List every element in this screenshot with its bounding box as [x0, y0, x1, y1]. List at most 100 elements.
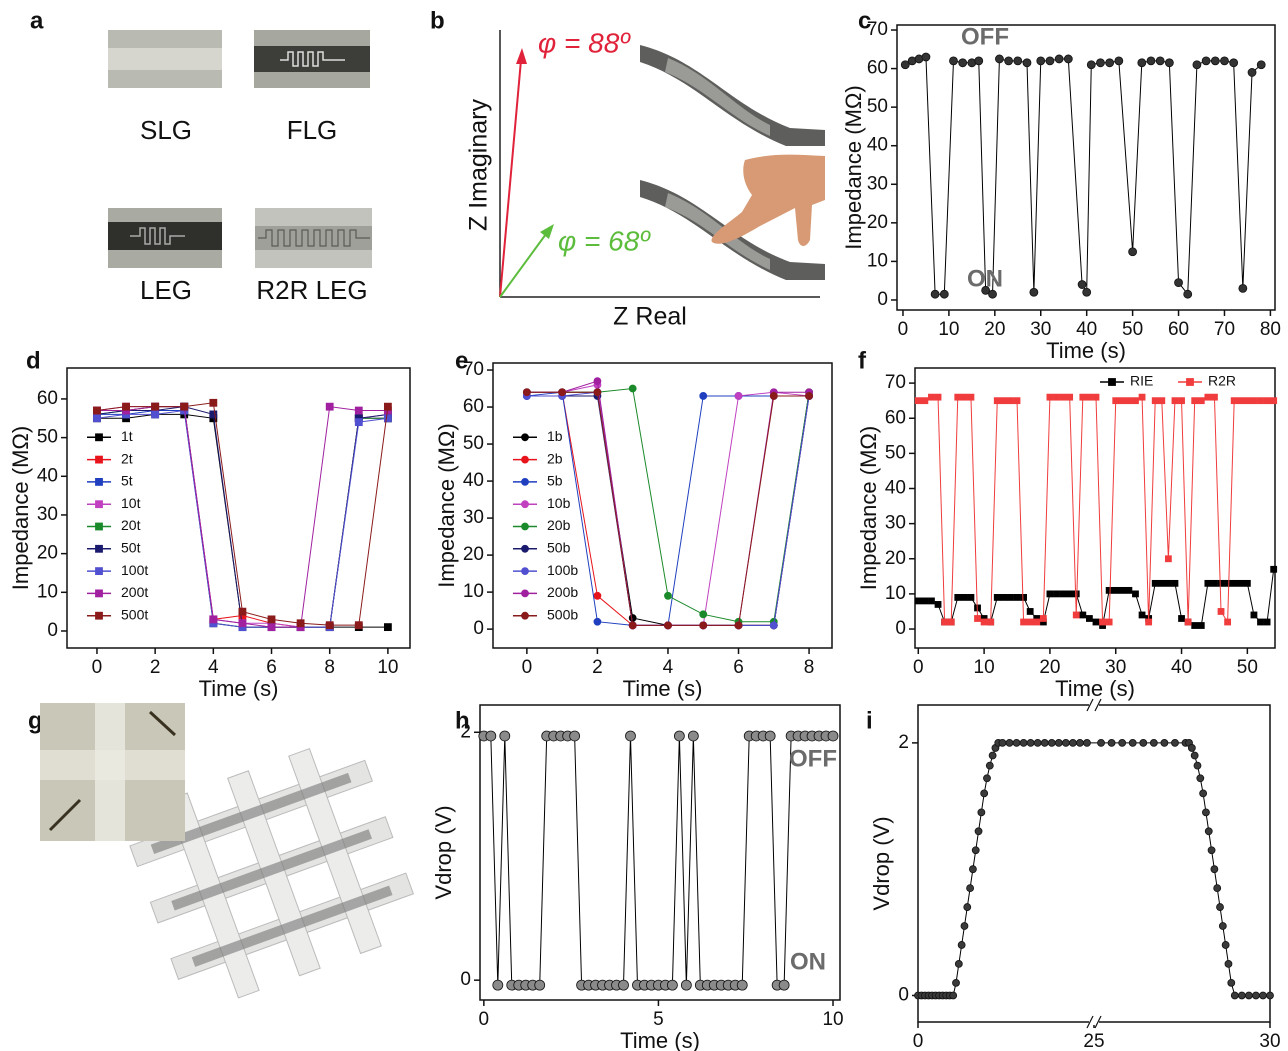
- data-point: [383, 414, 392, 423]
- data-point: [966, 884, 974, 893]
- data-point: [1145, 618, 1153, 626]
- data-point: [534, 979, 546, 991]
- y-axis-title: Impedance (MΩ): [856, 426, 881, 590]
- caption: LEG: [140, 275, 192, 305]
- x-tick-label: 6: [733, 657, 744, 678]
- data-point: [1118, 738, 1127, 747]
- data-point: [1183, 289, 1193, 299]
- legend-marker: [521, 500, 529, 509]
- data-point: [1250, 397, 1258, 405]
- data-point: [1068, 738, 1077, 747]
- data-point: [1112, 397, 1120, 405]
- y-tick-label: 0: [877, 289, 888, 310]
- x-tick-label: 60: [1168, 319, 1189, 340]
- data-point: [974, 56, 984, 66]
- data-point: [1211, 579, 1218, 587]
- axis-title: Z Real: [613, 303, 687, 331]
- legend-marker: [95, 455, 103, 464]
- graphene: [191, 885, 393, 967]
- legend-marker: [521, 433, 529, 442]
- data-point: [628, 384, 637, 393]
- data-point: [1000, 594, 1008, 601]
- pattern: [280, 51, 345, 67]
- x-axis-title: Time (ms): [1045, 1050, 1143, 1051]
- y-tick-label: 30: [463, 507, 484, 528]
- y-tick-label: 50: [37, 427, 58, 448]
- y-tick-label: 50: [463, 433, 484, 454]
- data-point: [949, 56, 958, 66]
- data-point: [1022, 58, 1032, 68]
- data-point: [1204, 827, 1213, 836]
- data-point: [1191, 622, 1199, 629]
- data-point: [1197, 622, 1205, 629]
- data-point: [267, 615, 276, 624]
- data-point: [1054, 738, 1063, 747]
- y-tick-label: 30: [867, 173, 888, 194]
- data-point: [1105, 58, 1115, 68]
- data-point: [1007, 594, 1014, 601]
- data-point: [1224, 960, 1233, 968]
- data-point: [1256, 60, 1266, 70]
- device-mesh: [665, 193, 770, 270]
- data-point: [1216, 903, 1224, 911]
- x-tick-label: 80: [1260, 319, 1281, 340]
- data-point: [1132, 590, 1139, 598]
- photo-strip: [254, 46, 370, 72]
- x-tick-label: 50: [1237, 657, 1258, 678]
- data-point: [1192, 60, 1202, 70]
- data-point: [1029, 287, 1039, 297]
- data-point: [522, 388, 531, 397]
- chart: 0 2 4 6 8 10 0 10 20 30 40 50 60 Time (s) Impedance (M…: [8, 367, 411, 701]
- data-point: [921, 597, 929, 605]
- legend-marker: [95, 567, 103, 575]
- graphene: [150, 772, 352, 855]
- data-point: [1036, 56, 1046, 66]
- data-point: [383, 623, 392, 632]
- data-point: [1197, 397, 1205, 405]
- data-point: [941, 618, 949, 626]
- data-point: [957, 941, 966, 949]
- data-point: [900, 60, 910, 70]
- caption: SLG: [140, 115, 192, 145]
- x-axis-title: Time (s): [1055, 676, 1135, 701]
- data-point: [1160, 738, 1169, 747]
- data-point: [1263, 397, 1271, 405]
- data-point: [1178, 397, 1185, 405]
- data-point: [949, 991, 958, 1000]
- data-point: [1086, 615, 1093, 622]
- data-point: [1259, 991, 1267, 1000]
- annotation: ON: [790, 948, 826, 975]
- data-point: [1174, 278, 1183, 288]
- data-point: [492, 979, 504, 991]
- y-tick-label: 70: [885, 372, 906, 393]
- data-point: [664, 621, 672, 630]
- data-point: [325, 402, 334, 411]
- data-point: [1270, 565, 1278, 573]
- data-point: [499, 730, 511, 742]
- data-point: [1054, 54, 1064, 64]
- data-point: [734, 621, 743, 630]
- legend-marker: [521, 544, 529, 553]
- data-point: [1072, 590, 1080, 598]
- data-point: [1250, 611, 1258, 619]
- data-point: [1066, 590, 1074, 598]
- y-tick-label: 0: [473, 618, 484, 639]
- y-axis-title: Impedance (MΩ): [8, 426, 33, 590]
- legend-marker: [95, 544, 103, 553]
- data-point: [998, 738, 1007, 747]
- data-point: [954, 393, 962, 401]
- data-point: [325, 621, 334, 630]
- data-point: [1164, 579, 1172, 587]
- data-point: [1061, 738, 1070, 747]
- data-point: [1224, 618, 1232, 626]
- y-tick-label: 2: [898, 732, 909, 753]
- x-tick-label: 40: [1076, 319, 1097, 340]
- y-tick-label: 10: [885, 583, 906, 604]
- y-tick-label: 0: [47, 620, 58, 641]
- legend-label: 10t: [121, 495, 141, 511]
- legend-marker: [95, 589, 103, 598]
- chart: 0 2 4 6 8 0 10 20 30 40 50 60 70 Time (s) Impedance (M…: [434, 359, 833, 701]
- data-point: [569, 730, 581, 742]
- data-point: [1046, 393, 1054, 401]
- data-point: [947, 618, 955, 626]
